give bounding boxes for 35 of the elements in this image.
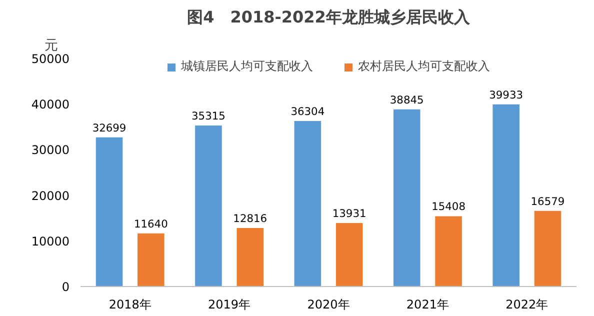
bar — [393, 109, 420, 286]
data-label: 32699 — [92, 121, 126, 134]
data-label: 11640 — [134, 217, 168, 230]
bar — [336, 222, 363, 286]
x-tick-label: 2018年 — [108, 298, 152, 312]
y-tick-label: 0 — [62, 280, 70, 294]
data-label: 12816 — [233, 212, 268, 226]
bar — [138, 233, 164, 286]
x-tick-label: 2022年 — [506, 298, 548, 312]
bar — [534, 210, 562, 286]
bar — [96, 137, 123, 286]
legend-label: 城镇居民人均可支配收入 — [181, 58, 313, 75]
data-label: 35315 — [192, 109, 226, 122]
x-tick-label: 2019年 — [208, 298, 251, 312]
x-tick-label: 2020年 — [307, 298, 350, 312]
y-axis-title: 元 — [44, 38, 58, 54]
y-tick-label: 20000 — [31, 188, 70, 203]
bar — [236, 228, 264, 286]
bar — [492, 104, 520, 286]
data-label: 39933 — [489, 88, 524, 102]
data-label: 15408 — [432, 200, 466, 214]
data-label: 13931 — [332, 206, 366, 220]
data-label: 16579 — [530, 194, 565, 208]
bar — [195, 125, 222, 286]
y-tick-label: 30000 — [31, 143, 70, 158]
bar — [435, 216, 462, 286]
x-tick-label: 2021年 — [406, 298, 449, 312]
data-label: 36304 — [290, 104, 325, 118]
y-tick-label: 10000 — [31, 234, 70, 248]
legend-label: 农村居民人均可支配收入 — [358, 58, 490, 75]
bar — [294, 120, 322, 286]
chart-title: 图4 2018-2022年龙胜城乡居民收入 — [187, 8, 471, 26]
data-label: 38845 — [390, 93, 424, 106]
y-tick-label: 50000 — [31, 52, 70, 66]
y-tick-label: 40000 — [31, 98, 70, 112]
